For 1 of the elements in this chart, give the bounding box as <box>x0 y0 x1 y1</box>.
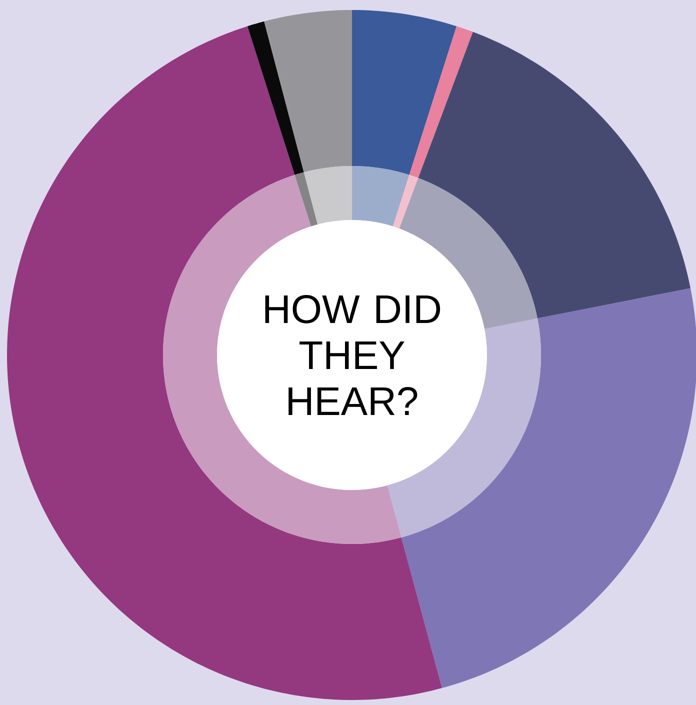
text: HOW DID THEY HEAR? <box>265 295 440 415</box>
